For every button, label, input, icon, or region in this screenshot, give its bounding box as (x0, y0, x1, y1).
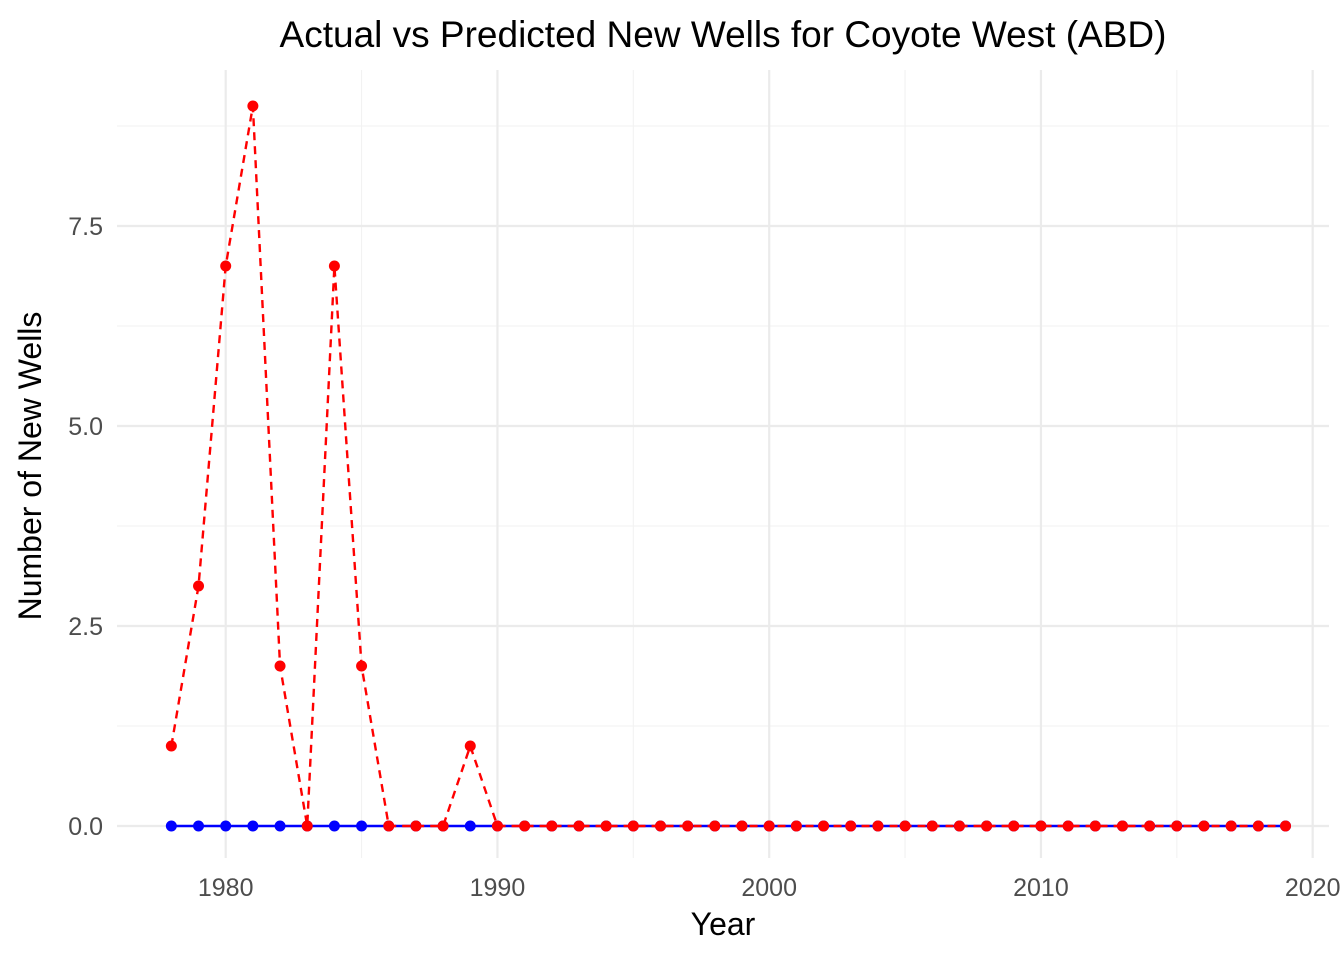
data-point (1171, 820, 1183, 832)
data-point (1225, 820, 1237, 832)
data-point (247, 100, 259, 112)
data-point (790, 820, 802, 832)
data-point (654, 820, 666, 832)
data-point (274, 820, 286, 832)
data-point (573, 820, 585, 832)
data-point (1008, 820, 1020, 832)
data-point (1089, 820, 1101, 832)
x-tick-label: 1990 (470, 874, 526, 902)
data-point (709, 820, 721, 832)
data-point (301, 820, 313, 832)
data-point (220, 820, 232, 832)
data-point (818, 820, 830, 832)
x-tick-label: 2010 (1013, 874, 1069, 902)
data-point (165, 740, 177, 752)
data-point (519, 820, 531, 832)
data-point (546, 820, 558, 832)
data-point (600, 820, 612, 832)
y-tick-label: 0.0 (68, 813, 103, 841)
data-point (627, 820, 639, 832)
data-point (1116, 820, 1128, 832)
data-point (491, 820, 503, 832)
y-tick-label: 7.5 (68, 213, 103, 241)
data-point (1035, 820, 1047, 832)
x-axis-title: Year (691, 906, 756, 942)
data-point (1144, 820, 1156, 832)
data-point (410, 820, 422, 832)
y-axis-title: Number of New Wells (12, 312, 48, 621)
data-point (899, 820, 911, 832)
data-point (981, 820, 993, 832)
x-tick-label: 2000 (741, 874, 797, 902)
data-point (682, 820, 694, 832)
data-point (464, 740, 476, 752)
data-point (926, 820, 938, 832)
data-point (464, 820, 476, 832)
data-point (383, 820, 395, 832)
data-point (1252, 820, 1264, 832)
x-tick-label: 2020 (1285, 874, 1341, 902)
data-point (356, 660, 368, 672)
data-point (1062, 820, 1074, 832)
data-point (736, 820, 748, 832)
y-tick-label: 2.5 (68, 613, 103, 641)
data-point (1280, 820, 1292, 832)
data-point (193, 820, 205, 832)
data-point (165, 820, 177, 832)
x-tick-label: 1980 (198, 874, 254, 902)
grid (117, 70, 1329, 858)
y-tick-label: 5.0 (68, 413, 103, 441)
data-point (437, 820, 449, 832)
data-point (953, 820, 965, 832)
data-point (328, 260, 340, 272)
data-point (220, 260, 232, 272)
data-point (1198, 820, 1210, 832)
y-axis-ticks: 0.0 2.5 5.0 7.5 (68, 213, 103, 841)
data-point (872, 820, 884, 832)
data-point (328, 820, 340, 832)
data-point (763, 820, 775, 832)
series-layer (165, 100, 1292, 832)
data-point (193, 580, 205, 592)
series-line-1 (170, 105, 1286, 828)
data-point (247, 820, 259, 832)
data-point (356, 820, 368, 832)
x-axis-ticks: 1980 1990 2000 2010 2020 (198, 874, 1341, 902)
chart-title: Actual vs Predicted New Wells for Coyote… (280, 14, 1167, 55)
data-point (845, 820, 857, 832)
data-point (274, 660, 286, 672)
